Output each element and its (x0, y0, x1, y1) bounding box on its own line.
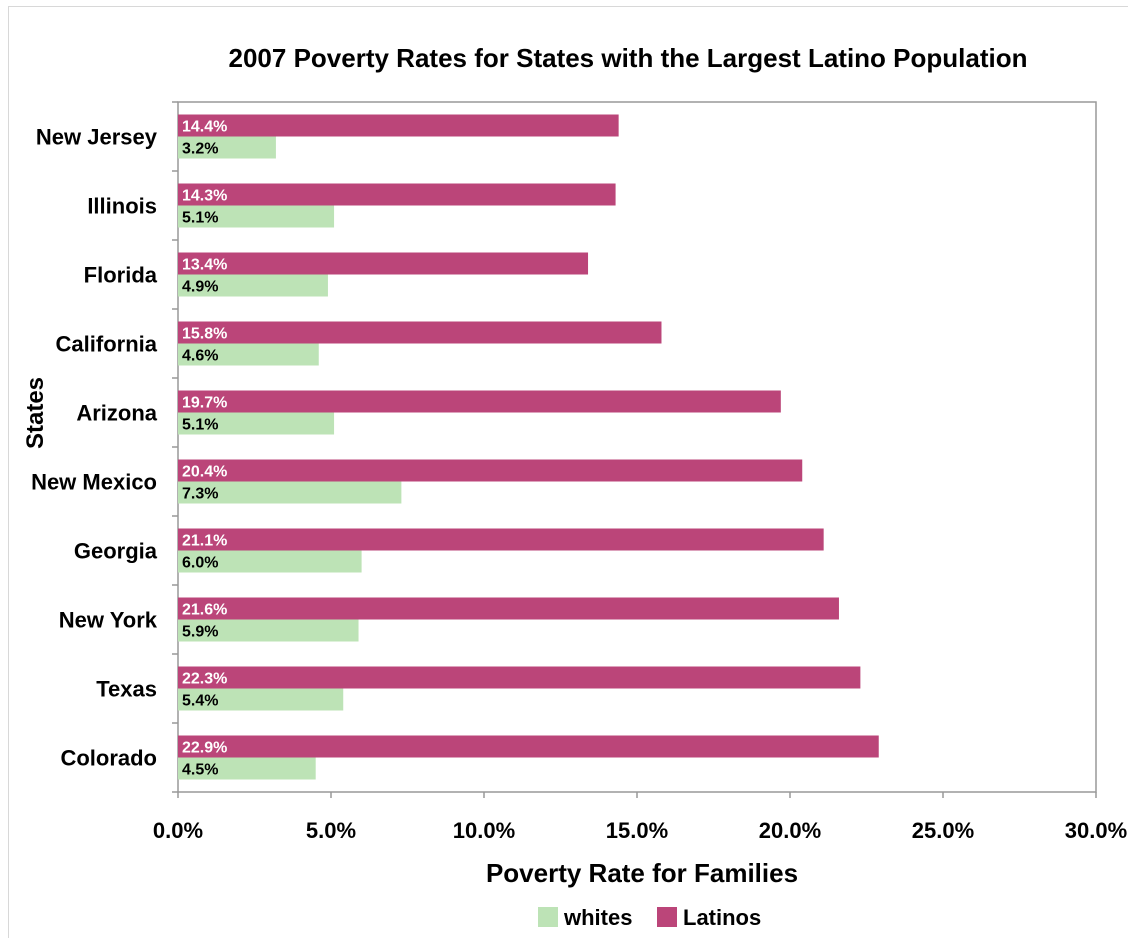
data-label-whites: 5.4% (182, 693, 218, 710)
bar-latinos (178, 252, 589, 275)
data-label-whites: 5.9% (182, 624, 218, 641)
bar-whites (178, 550, 362, 573)
category-label: Colorado (60, 746, 157, 771)
category-label: Texas (96, 677, 157, 702)
bar-whites (178, 757, 316, 780)
data-label-whites: 4.9% (182, 279, 218, 296)
x-axis-label: Poverty Rate for Families (486, 858, 798, 888)
category-label: Florida (84, 263, 158, 288)
legend-swatch (538, 907, 558, 927)
data-label-whites: 7.3% (182, 486, 218, 503)
legend-swatch (657, 907, 677, 927)
legend: whites Latinos (538, 905, 761, 930)
bar-whites (178, 481, 402, 504)
bar-latinos (178, 735, 879, 758)
bar-latinos (178, 183, 616, 206)
data-label-whites: 5.1% (182, 417, 218, 434)
category-label: Illinois (87, 194, 157, 219)
bar-whites (178, 136, 276, 159)
category-label: California (56, 332, 158, 357)
data-label-latinos: 21.6% (182, 602, 227, 619)
legend-label: Latinos (683, 905, 761, 930)
data-label-latinos: 21.1% (182, 533, 227, 550)
data-label-latinos: 22.9% (182, 740, 227, 757)
category-label: New Mexico (31, 470, 157, 495)
bar-whites (178, 619, 359, 642)
category-label: New York (59, 608, 158, 633)
x-tick-label: 30.0% (1065, 818, 1127, 843)
bar-whites (178, 412, 335, 435)
data-label-latinos: 22.3% (182, 671, 227, 688)
data-label-latinos: 19.7% (182, 395, 227, 412)
data-label-latinos: 15.8% (182, 326, 227, 343)
bar-latinos (178, 597, 839, 620)
category-label: Arizona (76, 401, 157, 426)
data-label-whites: 4.5% (182, 762, 218, 779)
x-ticks: 0.0% 5.0% 10.0% 15.0% 20.0% 25.0% 30.0% (153, 792, 1127, 843)
data-label-whites: 3.2% (182, 141, 218, 158)
bar-whites (178, 205, 335, 228)
x-tick-label: 20.0% (759, 818, 821, 843)
data-label-whites: 6.0% (182, 555, 218, 572)
bar-latinos (178, 528, 824, 551)
bar-whites (178, 688, 344, 711)
legend-label: whites (563, 905, 632, 930)
data-label-whites: 4.6% (182, 348, 218, 365)
x-tick-label: 25.0% (912, 818, 974, 843)
x-tick-label: 0.0% (153, 818, 203, 843)
x-tick-label: 10.0% (453, 818, 515, 843)
bar-latinos (178, 114, 619, 137)
data-label-latinos: 14.4% (182, 119, 227, 136)
chart-title: 2007 Poverty Rates for States with the L… (229, 43, 1028, 73)
category-label: New Jersey (36, 125, 158, 150)
bar-latinos (178, 459, 803, 482)
bar-whites (178, 343, 319, 366)
data-label-latinos: 20.4% (182, 464, 227, 481)
bar-latinos (178, 390, 781, 413)
x-tick-label: 15.0% (606, 818, 668, 843)
data-label-latinos: 14.3% (182, 188, 227, 205)
bar-latinos (178, 321, 662, 344)
category-label: Georgia (74, 539, 158, 564)
data-label-latinos: 13.4% (182, 257, 227, 274)
y-axis-label: States (22, 377, 49, 449)
category-labels: New Jersey Illinois Florida California Arizo… (31, 101, 178, 793)
data-label-whites: 5.1% (182, 210, 218, 227)
x-tick-label: 5.0% (306, 818, 356, 843)
bar-whites (178, 274, 328, 297)
chart-frame (8, 6, 1128, 938)
bar-latinos (178, 666, 861, 689)
bars-layer: 14.4% 3.2% 14.3% 5.1% 13.4% 4.9% 15.8% 4.6% 19.7… (178, 114, 879, 780)
